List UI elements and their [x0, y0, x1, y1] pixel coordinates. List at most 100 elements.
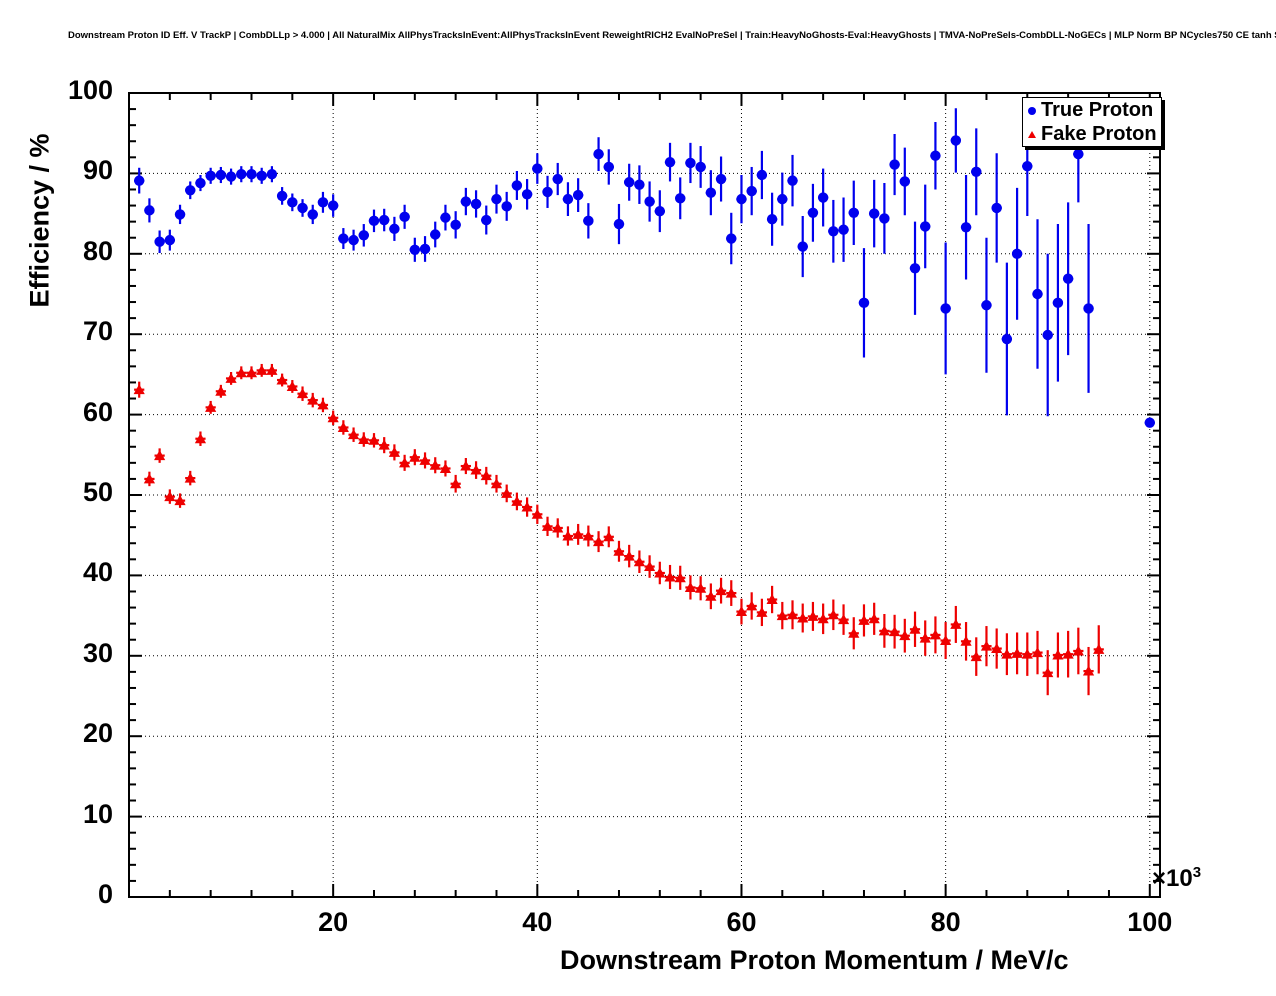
data-point-marker: [154, 450, 166, 461]
y-axis-tick-label: 60: [82, 396, 113, 427]
data-point-marker: [582, 530, 594, 541]
data-point-marker: [1022, 160, 1033, 172]
data-point-marker: [940, 634, 952, 646]
exponent-base: ×10: [1152, 865, 1193, 892]
data-point-marker: [980, 640, 993, 651]
data-point-marker: [215, 169, 227, 181]
data-point-marker: [1052, 649, 1064, 660]
data-point-marker: [235, 367, 247, 378]
data-point-marker: [858, 614, 870, 625]
data-point-marker: [1062, 273, 1074, 284]
data-point-marker: [225, 372, 237, 383]
y-axis-tick-label: 0: [97, 879, 113, 909]
legend-triangle-marker-icon: [1025, 127, 1041, 141]
data-point-marker: [307, 394, 319, 405]
data-point-marker: [388, 446, 401, 457]
data-point-marker: [920, 221, 931, 232]
data-point-marker: [266, 169, 278, 180]
data-point-marker: [409, 451, 421, 462]
data-point-marker: [644, 196, 655, 207]
data-point-marker: [889, 159, 900, 170]
data-point-marker: [1031, 646, 1044, 658]
data-point-marker: [347, 429, 360, 440]
data-point-marker: [562, 193, 574, 205]
data-point-marker: [1073, 148, 1084, 160]
data-point-marker: [1011, 248, 1023, 259]
y-axis-tick-label: 40: [82, 557, 113, 588]
data-point-marker: [807, 610, 819, 621]
data-point-marker: [929, 629, 942, 640]
data-point-marker: [613, 218, 625, 230]
data-point-marker: [296, 388, 309, 399]
data-point-marker: [654, 205, 666, 217]
data-point-marker: [848, 627, 860, 638]
data-point-marker: [634, 179, 645, 190]
data-point-marker: [960, 635, 972, 646]
data-point-marker: [1032, 288, 1043, 300]
data-point-marker: [1001, 333, 1013, 345]
data-point-marker: [837, 614, 850, 625]
data-point-marker: [991, 202, 1002, 214]
y-axis-tick-label: 50: [82, 477, 113, 507]
series-fake-proton: [133, 363, 1105, 696]
data-point-marker: [726, 233, 737, 244]
data-point-marker: [909, 623, 921, 634]
data-point-marker: [450, 219, 461, 231]
data-point-marker: [593, 148, 604, 160]
data-point-marker: [450, 478, 462, 489]
data-point-marker: [195, 177, 206, 189]
legend-item-label: Fake Proton: [1041, 122, 1157, 145]
data-point-marker: [797, 241, 808, 252]
legend-item-true-proton[interactable]: True Proton: [1023, 98, 1161, 122]
data-point-marker: [654, 567, 666, 578]
data-point-marker: [919, 632, 931, 643]
data-point-marker: [246, 169, 257, 180]
x-axis-tick-label: 80: [930, 907, 961, 937]
data-point-marker: [143, 473, 156, 484]
legend-item-label: True Proton: [1041, 98, 1154, 121]
data-point-marker: [879, 213, 890, 224]
data-point-marker: [868, 613, 880, 624]
data-point-marker: [297, 202, 308, 214]
data-point-marker: [848, 207, 859, 218]
data-point-marker: [389, 223, 400, 235]
data-point-marker: [950, 135, 962, 146]
data-point-marker: [970, 651, 982, 662]
data-point-marker: [256, 364, 268, 375]
data-point-marker: [439, 462, 452, 473]
legend-item-fake-proton[interactable]: Fake Proton: [1023, 122, 1161, 146]
data-point-marker: [715, 585, 727, 596]
data-point-marker: [368, 215, 380, 227]
y-axis-tick-label: 10: [82, 798, 113, 829]
data-point-marker: [552, 522, 564, 533]
data-point-marker: [490, 478, 503, 489]
data-point-marker: [776, 610, 788, 621]
data-point-marker: [164, 234, 176, 246]
data-point-marker: [950, 618, 962, 629]
data-point-marker: [664, 571, 676, 582]
data-point-marker: [327, 200, 339, 211]
data-point-marker: [1093, 643, 1105, 654]
data-point-marker: [746, 185, 757, 197]
data-point-marker: [572, 189, 584, 201]
x-axis-exponent-label: ×103: [1152, 864, 1201, 893]
data-point-marker: [930, 150, 941, 161]
data-point-marker: [501, 487, 513, 498]
data-point-marker: [337, 421, 349, 432]
x-axis-tick-label: 20: [318, 907, 349, 937]
data-point-marker: [409, 244, 421, 255]
data-point-marker: [940, 303, 951, 314]
data-point-marker: [756, 606, 768, 617]
data-point-marker: [674, 572, 686, 583]
data-point-marker: [532, 163, 543, 174]
data-point-marker: [245, 367, 258, 378]
data-point-marker: [817, 613, 829, 624]
data-point-marker: [960, 222, 972, 233]
data-point-marker: [399, 457, 411, 468]
data-point-marker: [746, 600, 758, 611]
data-point-marker: [603, 161, 614, 173]
data-point-marker: [276, 374, 288, 385]
data-point-marker: [317, 399, 329, 410]
data-point-marker: [368, 434, 380, 445]
data-point-marker: [1021, 648, 1033, 659]
